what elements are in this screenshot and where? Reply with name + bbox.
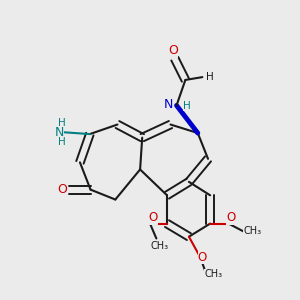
Text: H: H [58, 136, 66, 146]
Text: N: N [164, 98, 173, 111]
Text: N: N [54, 126, 64, 139]
Text: H: H [183, 101, 191, 111]
Text: O: O [57, 183, 67, 196]
Text: CH₃: CH₃ [151, 241, 169, 251]
Text: O: O [198, 251, 207, 264]
Text: CH₃: CH₃ [204, 269, 222, 279]
Text: O: O [148, 212, 158, 224]
Text: O: O [226, 212, 235, 224]
Text: O: O [168, 44, 178, 57]
Text: CH₃: CH₃ [243, 226, 261, 236]
Text: H: H [58, 118, 66, 128]
Text: H: H [206, 72, 213, 82]
